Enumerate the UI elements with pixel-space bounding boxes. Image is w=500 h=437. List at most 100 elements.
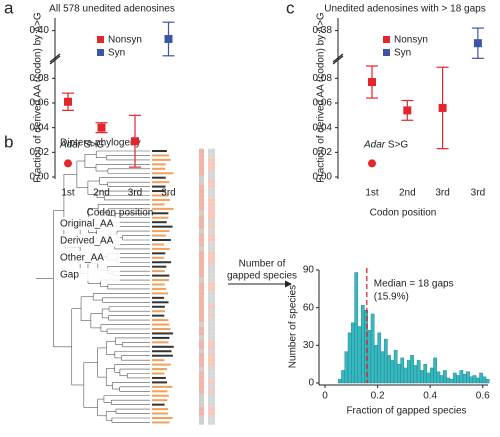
y-tick-label: 90 bbox=[303, 265, 315, 276]
species-label bbox=[152, 328, 171, 330]
species-label bbox=[152, 243, 165, 246]
alignment-cell bbox=[199, 175, 204, 180]
alignment-cell bbox=[208, 233, 215, 238]
alignment-cell bbox=[199, 380, 204, 385]
alignment-cell bbox=[208, 206, 215, 212]
alignment-cell bbox=[208, 353, 215, 358]
species-label bbox=[152, 194, 169, 197]
alignment-cell bbox=[199, 166, 204, 172]
species-label bbox=[152, 198, 171, 201]
alignment-cell bbox=[199, 237, 204, 243]
alignment-cell bbox=[208, 286, 215, 292]
annotation-italic: Adar bbox=[363, 139, 386, 150]
species-label bbox=[152, 359, 165, 362]
species-label bbox=[152, 239, 171, 241]
y-tick-label: 0.38 bbox=[313, 25, 333, 36]
axis-break bbox=[49, 53, 61, 63]
alignment-cell bbox=[208, 148, 215, 154]
median-label: Median = 18 gaps bbox=[374, 279, 454, 290]
alignment-cell bbox=[199, 317, 204, 323]
y-tick-label: 0 bbox=[308, 378, 314, 389]
annotation: Adar S>G bbox=[59, 139, 104, 150]
alignment-cell bbox=[199, 179, 204, 185]
alignment-cell bbox=[199, 197, 204, 203]
y-axis-label: Number of species bbox=[288, 285, 299, 368]
species-label bbox=[152, 150, 167, 152]
alignment-cell bbox=[199, 415, 204, 421]
histogram-bar bbox=[416, 360, 421, 384]
species-label bbox=[152, 163, 166, 166]
alignment-cell bbox=[199, 362, 204, 367]
alignment-cell bbox=[208, 362, 215, 367]
species-label bbox=[152, 181, 170, 184]
alignment-cell bbox=[208, 304, 215, 309]
panel-label: b bbox=[4, 132, 13, 151]
histogram-bar bbox=[433, 357, 437, 384]
alignment-cell bbox=[208, 273, 215, 278]
species-label bbox=[152, 265, 167, 268]
alignment-cell bbox=[208, 308, 215, 314]
alignment-cell bbox=[199, 402, 204, 407]
x-tick-label: 1st bbox=[365, 188, 379, 199]
annotation: Adar S>G bbox=[363, 139, 408, 150]
x-tick-label: 2nd bbox=[399, 188, 416, 199]
legend-backdrop bbox=[58, 234, 120, 247]
histogram-bar bbox=[377, 332, 382, 384]
arrow-label: Number of bbox=[239, 259, 286, 270]
alignment-cell bbox=[208, 335, 215, 341]
histogram-bar bbox=[370, 313, 375, 384]
alignment-cell bbox=[208, 420, 215, 425]
point bbox=[438, 103, 447, 112]
alignment-cell bbox=[199, 233, 204, 238]
annotation-italic: Adar bbox=[59, 139, 82, 150]
alignment-cell bbox=[199, 255, 204, 261]
alignment-cell bbox=[208, 162, 215, 167]
histogram-bar bbox=[446, 377, 451, 384]
alignment-cell bbox=[208, 179, 215, 185]
species-label bbox=[152, 203, 165, 206]
legend-label: Syn bbox=[108, 48, 125, 59]
species-label bbox=[152, 376, 166, 379]
alignment-cell bbox=[199, 219, 204, 225]
histogram-bar bbox=[429, 367, 434, 384]
alignment-cell bbox=[208, 184, 215, 189]
point bbox=[164, 35, 173, 43]
species-label bbox=[152, 345, 174, 348]
alignment-cell bbox=[208, 202, 215, 207]
alignment-cell bbox=[199, 331, 204, 336]
legend-label: Nonsyn bbox=[394, 35, 428, 46]
alignment-cell bbox=[199, 282, 204, 287]
alignment-cell bbox=[208, 389, 215, 394]
alignment-cell bbox=[199, 326, 204, 332]
alignment-cell bbox=[199, 389, 204, 394]
species-label bbox=[152, 212, 169, 215]
alignment-cell bbox=[199, 171, 204, 176]
legend-label: Nonsyn bbox=[108, 35, 142, 46]
alignment-cell bbox=[199, 375, 204, 381]
alignment-cell bbox=[208, 380, 215, 385]
species-label bbox=[152, 216, 169, 219]
y-tick-label: 0.40 bbox=[30, 25, 50, 36]
histogram-bar bbox=[485, 379, 490, 384]
alignment-cell bbox=[208, 295, 215, 301]
species-label bbox=[152, 412, 168, 415]
alignment-cell bbox=[199, 340, 204, 345]
y-axis-label: Fraction of derived AA (codon) by A>G bbox=[316, 12, 327, 183]
legend-label: Gap bbox=[60, 270, 79, 281]
y-tick-label: 0.06 bbox=[30, 98, 50, 109]
alignment-cell bbox=[208, 193, 215, 198]
arrow-label: gapped species bbox=[227, 271, 297, 282]
y-tick-label: 0.00 bbox=[313, 172, 333, 183]
histogram-bar bbox=[410, 355, 414, 384]
alignment-cell bbox=[199, 397, 204, 403]
alignment-cell bbox=[199, 295, 204, 301]
alignment-cell bbox=[199, 304, 204, 309]
histogram-bar bbox=[360, 304, 365, 384]
alignment-cell bbox=[199, 393, 204, 398]
species-label bbox=[152, 279, 169, 282]
phylogeny-tree bbox=[36, 148, 215, 425]
species-label bbox=[152, 296, 165, 299]
alignment-cell bbox=[199, 273, 204, 278]
species-label bbox=[152, 247, 170, 250]
alignment-cell bbox=[199, 335, 204, 341]
